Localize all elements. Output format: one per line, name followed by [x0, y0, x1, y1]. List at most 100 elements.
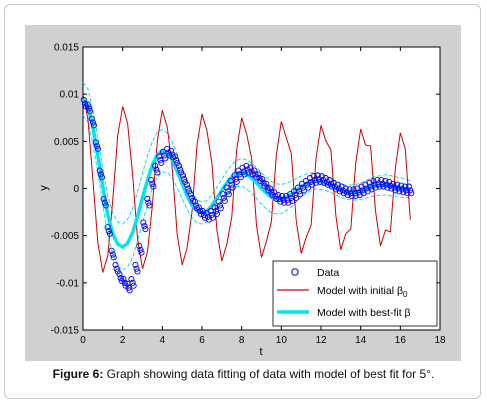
- data-point: [372, 184, 379, 191]
- x-tick-label: 2: [120, 335, 126, 346]
- data-point: [140, 219, 147, 226]
- y-tick-label: 0: [73, 184, 79, 195]
- data-point: [378, 176, 385, 184]
- data-point: [85, 105, 93, 112]
- data-point: [370, 177, 377, 185]
- data-point: [368, 186, 375, 193]
- data-point: [211, 204, 218, 211]
- data-point: [249, 171, 256, 178]
- data-point: [105, 227, 112, 235]
- data-point: [108, 247, 115, 254]
- data-point: [382, 177, 389, 185]
- x-tick-label: 8: [239, 335, 245, 346]
- data-point: [153, 166, 160, 173]
- data-point: [247, 164, 254, 171]
- x-axis-label: t: [259, 346, 262, 358]
- data-point: [162, 155, 169, 162]
- data-point: [168, 147, 175, 154]
- data-point: [181, 176, 188, 183]
- data-point: [185, 185, 192, 192]
- data-point: [229, 184, 236, 191]
- upper-confidence-band: [82, 82, 411, 225]
- data-point: [311, 176, 319, 184]
- data-point: [220, 194, 227, 201]
- data-point: [219, 191, 226, 198]
- caption-figure-number: Figure 6:: [52, 367, 104, 381]
- x-tick-label: 12: [315, 335, 327, 346]
- data-point: [96, 167, 103, 174]
- data-point: [179, 172, 187, 179]
- y-tick-label: -0.01: [56, 278, 79, 289]
- data-point: [187, 191, 194, 198]
- x-tick-label: 16: [395, 335, 407, 346]
- data-point: [137, 246, 144, 253]
- data-point: [223, 184, 230, 191]
- data-point: [150, 183, 157, 190]
- data-point: [314, 172, 321, 179]
- data-point: [216, 202, 223, 209]
- data-point: [301, 187, 308, 194]
- data-point: [328, 183, 335, 190]
- data-point: [89, 119, 96, 126]
- data-point: [408, 190, 415, 197]
- data-point: [128, 276, 135, 283]
- data-point: [101, 199, 108, 206]
- x-tick-label: 18: [434, 335, 446, 346]
- legend-data-label: Data: [317, 267, 339, 279]
- data-point: [134, 268, 141, 275]
- data-point: [129, 279, 136, 286]
- data-point: [146, 202, 153, 209]
- confidence-bands: [82, 82, 411, 271]
- data-point: [271, 189, 278, 196]
- data-point: [221, 197, 228, 204]
- data-point: [406, 183, 413, 190]
- data-point: [106, 230, 113, 237]
- data-point: [224, 188, 231, 195]
- data-point: [316, 178, 324, 185]
- data-point: [88, 115, 95, 122]
- data-point: [344, 192, 351, 199]
- data-point: [352, 192, 359, 200]
- data-point: [407, 187, 414, 194]
- data-point: [272, 192, 279, 200]
- initial-model-path: [82, 94, 411, 273]
- data-point: [263, 180, 270, 187]
- data-point: [152, 162, 159, 169]
- data-point: [217, 205, 224, 212]
- data-point: [310, 173, 317, 180]
- data-point: [212, 208, 219, 215]
- data-point: [259, 176, 266, 183]
- data-point: [394, 181, 401, 188]
- data-point: [117, 275, 124, 282]
- data-point: [277, 198, 284, 205]
- data-point: [109, 251, 116, 258]
- data-point: [116, 271, 123, 278]
- lower-confidence-band: [82, 115, 411, 271]
- data-point: [232, 176, 239, 183]
- data-point: [81, 100, 89, 107]
- data-point: [97, 171, 104, 178]
- data-point: [175, 162, 183, 169]
- data-point: [346, 186, 353, 193]
- data-point: [351, 190, 358, 197]
- data-point: [374, 176, 381, 184]
- data-point: [138, 249, 145, 256]
- data-point: [112, 261, 119, 268]
- data-point: [213, 210, 220, 218]
- data-point: [268, 189, 275, 196]
- data-point: [400, 189, 407, 196]
- data-point: [113, 265, 120, 272]
- x-tick-label: 4: [160, 335, 166, 346]
- x-tick-label: 0: [80, 335, 86, 346]
- data-point: [384, 184, 391, 191]
- data-point: [209, 214, 216, 221]
- legend-bestfit-label: Model with best-fit β: [317, 307, 411, 319]
- data-point: [342, 185, 349, 192]
- data-point: [183, 181, 190, 188]
- data-point: [177, 166, 184, 173]
- data-point: [195, 204, 202, 211]
- data-point: [86, 108, 93, 115]
- data-point: [158, 159, 165, 167]
- data-point: [279, 192, 286, 200]
- data-point: [145, 199, 152, 206]
